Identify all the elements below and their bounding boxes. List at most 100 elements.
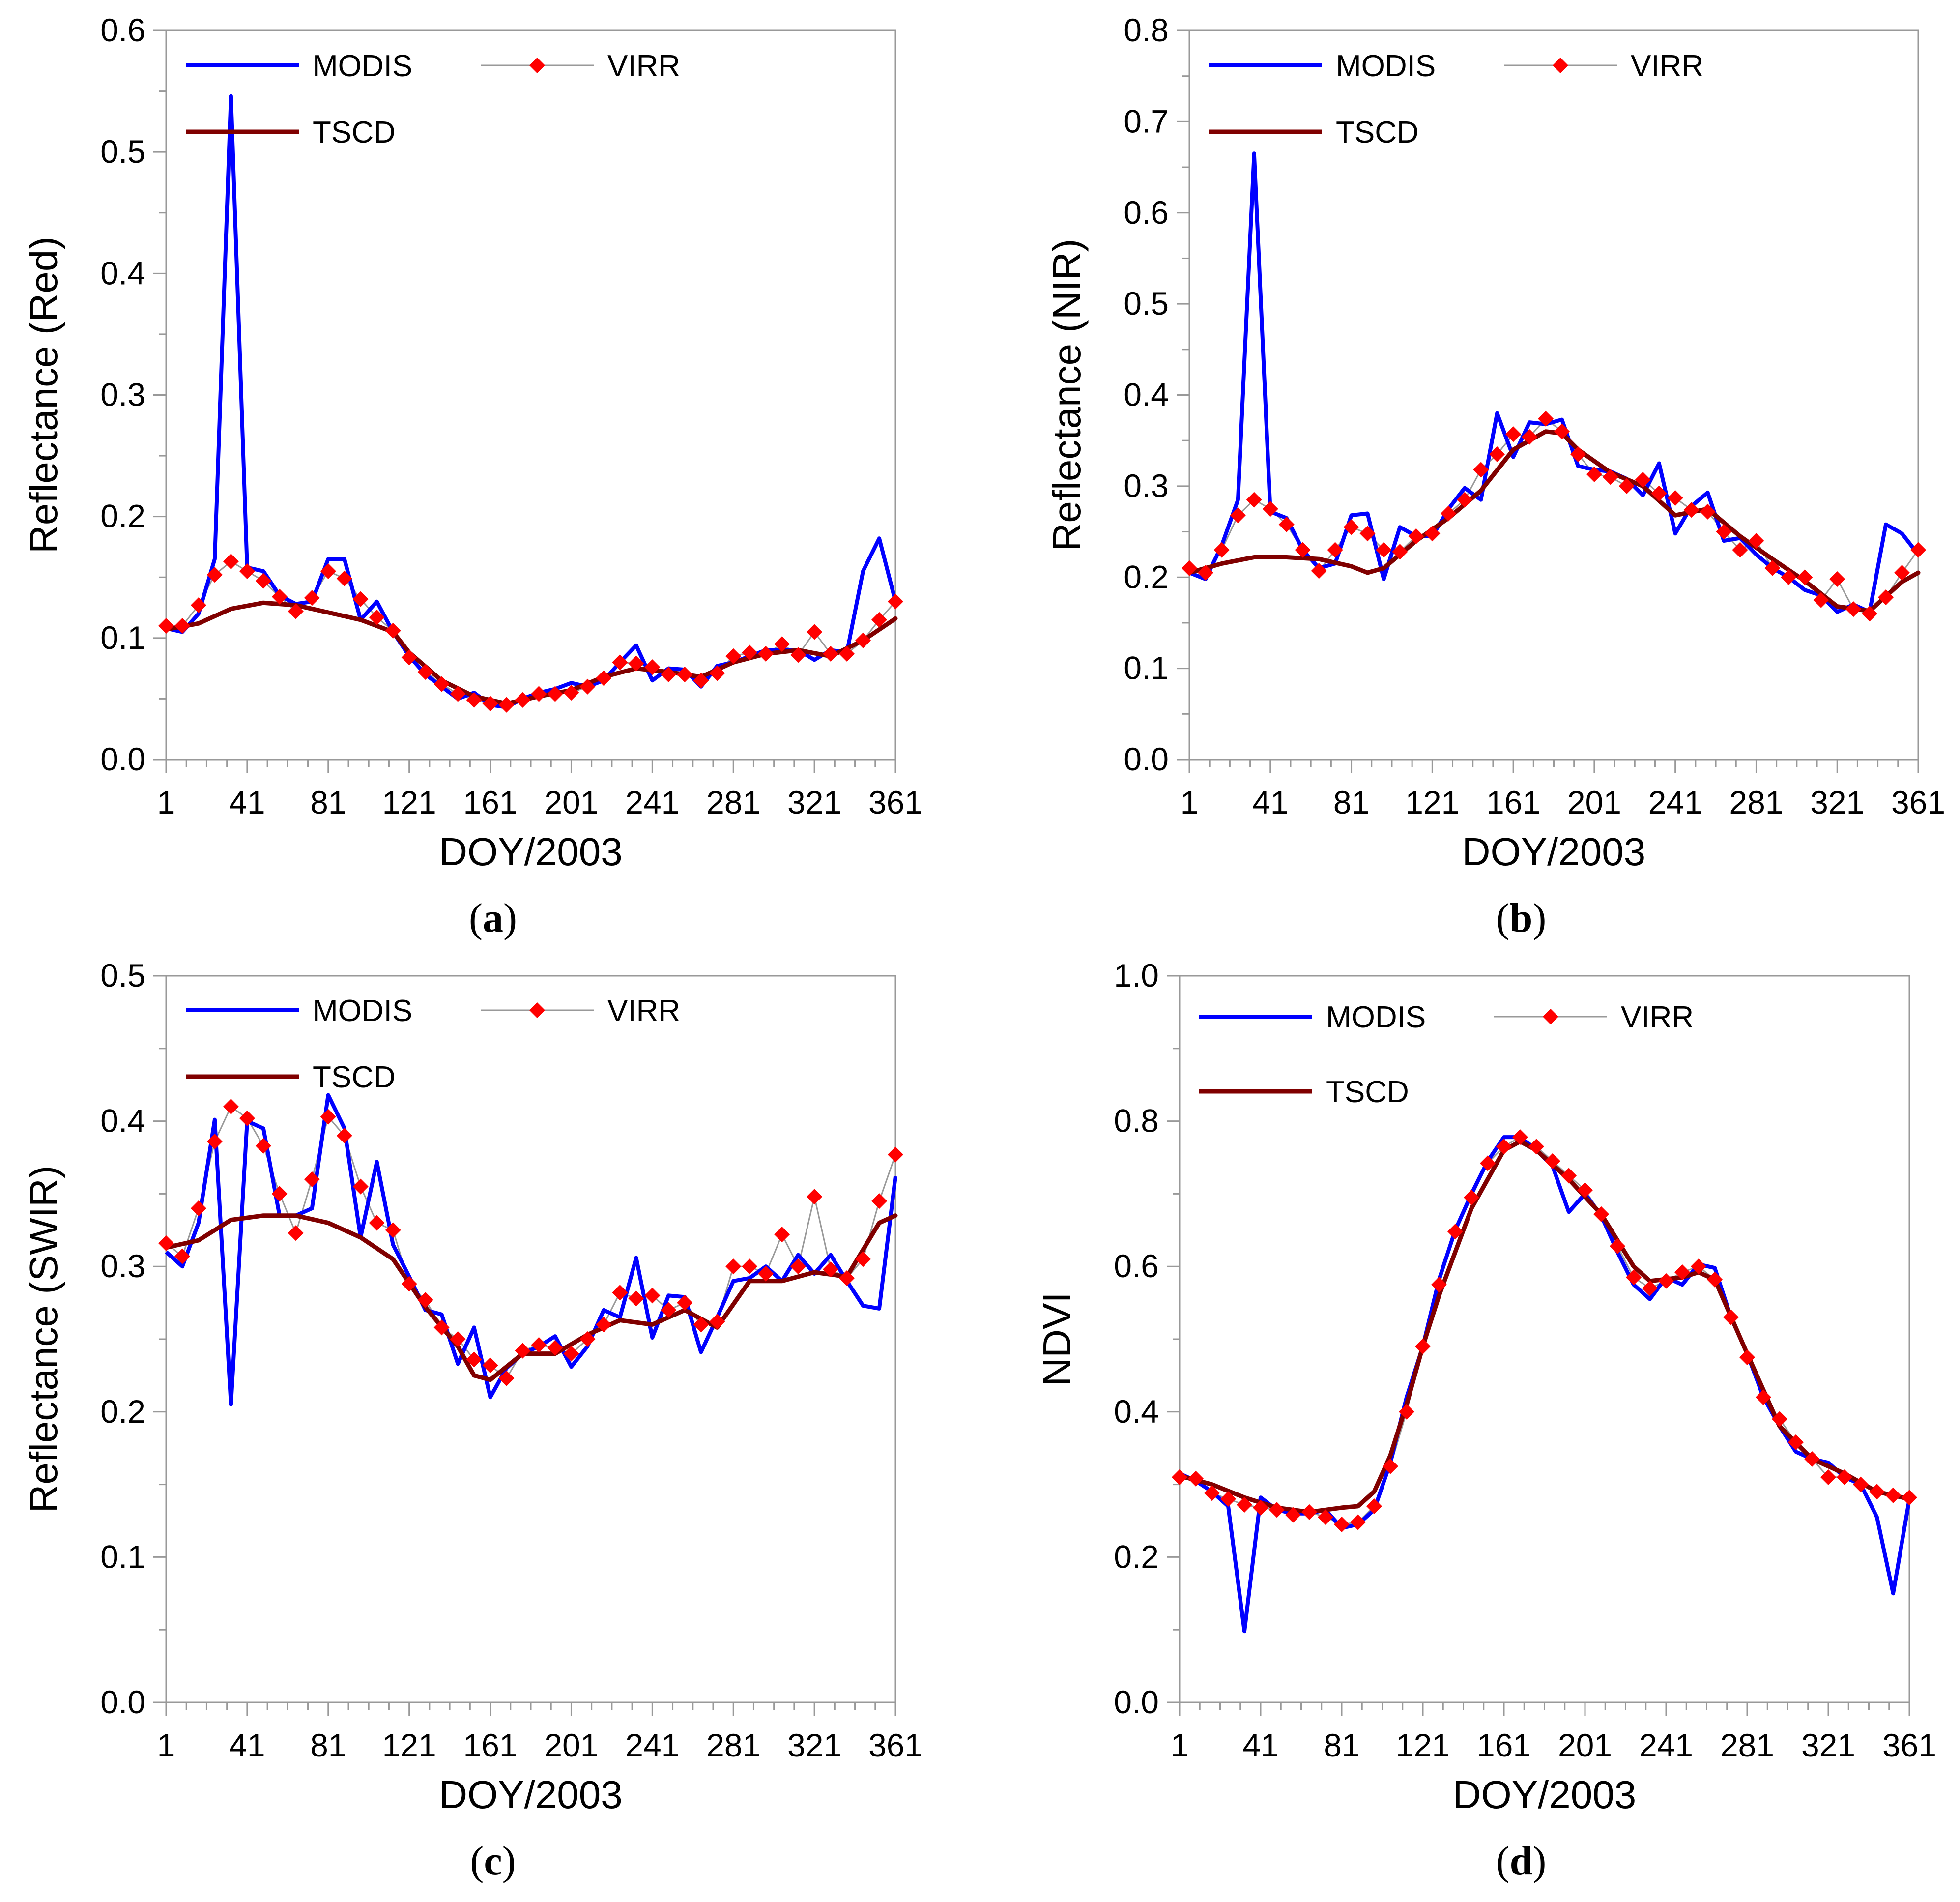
y-tick-label: 0.3 (1124, 468, 1169, 504)
virr-point (1230, 507, 1246, 524)
virr-point (1716, 524, 1732, 540)
series-tscd-line (1187, 429, 1921, 614)
x-tick-label: 201 (544, 784, 598, 820)
virr-point (498, 697, 515, 713)
virr-point (1902, 1490, 1917, 1506)
y-axis-title: Reflectance (SWIR) (22, 1166, 65, 1513)
virr-point (401, 649, 417, 666)
virr-point (1894, 564, 1910, 581)
virr-point (1204, 1485, 1220, 1501)
virr-point (1635, 471, 1651, 488)
virr-point (628, 655, 644, 672)
x-tick-label: 41 (1242, 1727, 1278, 1763)
x-tick-label: 241 (625, 784, 679, 820)
virr-point (515, 692, 531, 708)
virr-point (1538, 410, 1554, 427)
series-modis-line (1179, 1135, 1911, 1634)
virr-point (304, 590, 320, 606)
y-axis-title: Reflectance (Red) (22, 236, 65, 554)
virr-point (1667, 490, 1683, 506)
panel-label: (c) (470, 1838, 516, 1884)
virr-point (1441, 505, 1457, 522)
virr-point (1220, 1491, 1236, 1507)
y-tick-label: 0.2 (100, 498, 145, 534)
virr-point (661, 1302, 677, 1318)
legend-virr-marker (1553, 58, 1568, 73)
x-tick-label: 121 (1405, 784, 1459, 820)
legend-tscd-label: TSCD (313, 116, 396, 149)
virr-point (1213, 542, 1230, 558)
virr-point (1424, 526, 1441, 542)
virr-point (1658, 1273, 1674, 1289)
x-tick-label: 161 (463, 784, 517, 820)
x-tick-label: 241 (625, 1727, 679, 1763)
virr-point (1797, 569, 1813, 585)
x-tick-label: 321 (787, 1727, 841, 1763)
virr-point (871, 612, 888, 628)
virr-point (1869, 1484, 1885, 1500)
virr-point (693, 1317, 709, 1333)
virr-point (1577, 1182, 1593, 1199)
y-tick-label: 0.8 (1124, 12, 1169, 48)
plot-frame (1188, 29, 1919, 761)
virr-point (661, 666, 677, 682)
virr-point (1885, 1487, 1901, 1503)
series-tscd-line (164, 600, 898, 706)
x-tick-label: 161 (1477, 1727, 1531, 1763)
virr-point (255, 1138, 271, 1154)
x-tick-label: 121 (382, 1727, 436, 1763)
virr-point (839, 1270, 855, 1286)
virr-point (774, 636, 790, 652)
x-axis-title: DOY/2003 (439, 1773, 623, 1816)
virr-point (790, 647, 807, 663)
virr-point (612, 1285, 628, 1301)
x-axis-title: DOY/2003 (1462, 830, 1646, 874)
virr-point (1512, 1129, 1528, 1145)
y-tick-label: 0.6 (1124, 194, 1169, 231)
virr-point (1457, 492, 1473, 508)
virr-point (433, 676, 450, 692)
virr-point (1618, 478, 1635, 494)
x-tick-label: 41 (229, 1727, 265, 1763)
virr-point (579, 1331, 596, 1347)
x-tick-label: 81 (310, 784, 346, 820)
y-tick-label: 1.0 (1114, 957, 1159, 994)
virr-point (482, 696, 498, 712)
virr-point (1278, 516, 1295, 532)
virr-point (888, 593, 903, 610)
virr-point (1528, 1139, 1544, 1155)
virr-point (1334, 1516, 1350, 1532)
virr-point (1862, 606, 1878, 622)
virr-point (1837, 1469, 1852, 1485)
y-tick-label: 0.2 (100, 1393, 145, 1430)
virr-point (628, 1290, 644, 1307)
virr-point (823, 1261, 839, 1278)
virr-point (223, 554, 239, 570)
virr-point (1188, 1470, 1204, 1487)
y-tick-label: 0.4 (1114, 1393, 1159, 1430)
y-tick-label: 0.0 (100, 741, 145, 777)
legend-virr-label: VIRR (607, 994, 680, 1028)
chart-panel-c: 0.0 0.1 0.2 0.3 0.4 0.5 1 41 81 121 161 201 241 281 32… (22, 957, 922, 1884)
virr-point (1804, 1451, 1820, 1467)
virr-point (1408, 528, 1424, 544)
virr-point (1473, 462, 1489, 478)
virr-point (352, 1178, 369, 1195)
virr-point (336, 1128, 352, 1144)
virr-point (1683, 502, 1700, 518)
y-tick-label: 0.0 (1124, 741, 1169, 777)
plot-frame (1179, 975, 1910, 1703)
virr-point (369, 1215, 385, 1231)
virr-point (531, 1337, 547, 1353)
virr-point (1285, 1507, 1301, 1523)
x-tick-label: 41 (1252, 784, 1288, 820)
x-tick-label: 121 (382, 784, 436, 820)
legend-virr-marker (529, 58, 545, 73)
series-modis-line (1188, 151, 1920, 614)
virr-point (563, 685, 579, 701)
virr-point (369, 609, 385, 625)
virr-point (1295, 542, 1311, 558)
legend-tscd-label: TSCD (313, 1060, 396, 1094)
virr-point (158, 618, 174, 634)
virr-point (1431, 1277, 1447, 1293)
